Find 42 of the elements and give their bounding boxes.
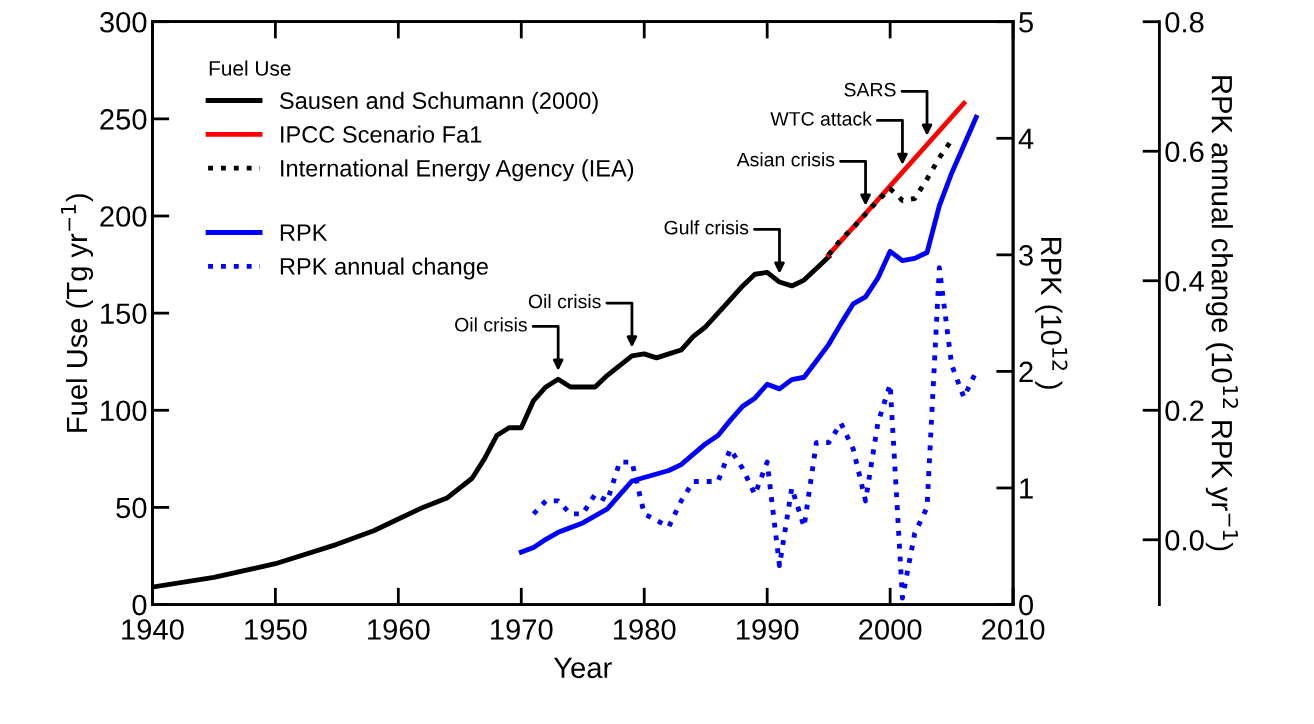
x-axis-title: Year [553,657,612,679]
y3-tick-label: 0.0 [1165,529,1204,551]
y2-tick-label: 4 [1018,128,1034,149]
y3-tick-label: 0.2 [1165,400,1204,422]
legend-label: RPK annual change [280,257,488,280]
legend-label: International Energy Agency (IEA) [281,159,634,182]
y-tick-label: 250 [100,109,147,130]
x-tick-label: 2000 [859,619,922,640]
y-tick-label: 300 [100,11,147,33]
x-tick-label: 1960 [368,619,430,640]
annotation: Gulf crisis [664,220,749,235]
legend-label: RPK [280,224,328,241]
y3-tick-label: 0.8 [1165,11,1204,33]
y-tick-label: 0 [132,594,147,616]
annotation: Oil crisis [455,317,527,332]
annotation: Oil crisis [528,294,601,309]
annotation: SARS [844,82,896,97]
y2-axis-title: RPK (10$^{12}$ ) [1035,237,1068,389]
legend-title: Fuel Use [209,60,291,76]
y-tick-label: 50 [116,497,147,519]
legend-label: Sausen and Schumann (2000) [280,91,598,114]
x-tick-label: 2010 [982,619,1045,640]
annotation: WTC attack [770,111,872,126]
y3-axis-title: RPK annual change (10$^{12}$ RPK yr$^{−1}$) [1205,76,1239,551]
y-tick-label: 100 [101,400,147,422]
x-tick-label: 1940 [122,619,184,640]
y2-tick-label: 5 [1019,12,1033,33]
y3-tick-label: 0.4 [1165,270,1204,292]
y2-tick-label: 2 [1019,361,1033,382]
x-tick-label: 1980 [614,619,676,640]
y3-tick-label: 0.6 [1165,141,1204,163]
y-tick-label: 150 [101,303,147,324]
y2-tick-label: 1 [1020,478,1033,499]
y-tick-label: 200 [100,206,147,227]
x-tick-label: 1950 [245,619,307,640]
legend-label: IPCC Scenario Fa1 [281,125,482,143]
y2-tick-label: 0 [1019,594,1034,616]
x-tick-label: 1990 [736,619,799,640]
y2-tick-label: 3 [1019,245,1033,266]
y-axis-title: Fuel Use (Tg yr$^{−1}$) [60,194,94,432]
x-tick-label: 1970 [491,619,553,640]
annotation: Asian crisis [736,152,835,167]
